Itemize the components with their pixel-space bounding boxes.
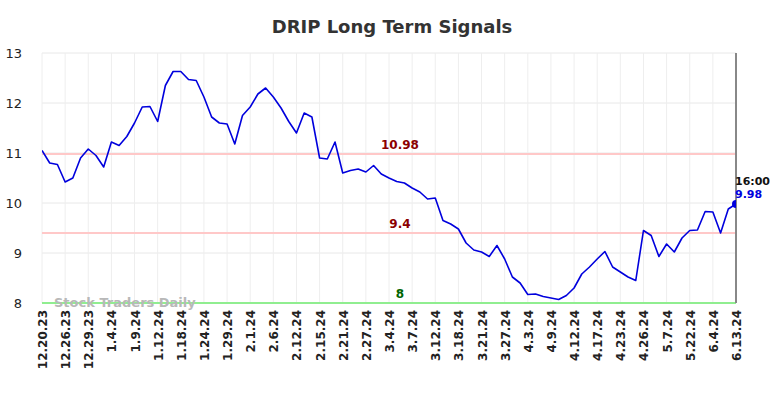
signal-label: 8 bbox=[396, 287, 404, 301]
x-tick-label: 2.27.24 bbox=[360, 310, 374, 361]
x-tick-label: 1.4.24 bbox=[105, 310, 119, 353]
x-tick-label: 5.7.24 bbox=[661, 310, 675, 353]
last-point bbox=[732, 200, 736, 208]
x-tick-label: 6.13.24 bbox=[730, 310, 744, 361]
grid-line bbox=[157, 53, 158, 303]
grid-line bbox=[620, 53, 621, 303]
signal-line bbox=[42, 232, 736, 234]
x-tick-label: 1.18.24 bbox=[175, 310, 189, 361]
grid-line bbox=[412, 53, 413, 303]
x-tick-label: 4.9.24 bbox=[545, 310, 559, 353]
y-tick-label: 13 bbox=[5, 46, 22, 61]
grid-line bbox=[227, 53, 228, 303]
x-tick-label: 4.12.24 bbox=[568, 310, 582, 361]
chart: DRIP Long Term Signals 8 9 10 11 12 13 12.20.23… bbox=[0, 0, 784, 398]
last-time: 16:00 bbox=[735, 175, 770, 188]
grid-line bbox=[250, 53, 251, 303]
grid-line bbox=[111, 53, 112, 303]
signal-label: 9.4 bbox=[389, 217, 410, 231]
grid-line bbox=[550, 53, 551, 303]
x-tick-label: 3.21.24 bbox=[476, 310, 490, 361]
x-tick-label: 3.27.24 bbox=[499, 310, 513, 361]
x-tick-label: 3.18.24 bbox=[452, 310, 466, 361]
x-tick-label: 12.29.23 bbox=[82, 310, 96, 369]
title: DRIP Long Term Signals bbox=[272, 16, 513, 37]
grid-line bbox=[527, 53, 528, 303]
signal-line bbox=[42, 153, 736, 155]
y-tick-label: 11 bbox=[5, 146, 22, 161]
x-tick-label: 4.17.24 bbox=[591, 310, 605, 361]
y-tick-label: 12 bbox=[5, 96, 22, 111]
x-tick-label: 4.26.24 bbox=[637, 310, 651, 361]
grid-line bbox=[42, 53, 43, 303]
x-tick-label: 1.24.24 bbox=[198, 310, 212, 361]
last-value: 9.98 bbox=[735, 188, 762, 201]
x-tick-label: 5.22.24 bbox=[684, 310, 698, 361]
x-tick-label: 1.12.24 bbox=[152, 310, 166, 361]
grid-line bbox=[319, 53, 320, 303]
y-tick-label: 10 bbox=[5, 196, 22, 211]
x-tick-label: 2.12.24 bbox=[290, 310, 304, 361]
grid-line bbox=[689, 53, 690, 303]
grid-line bbox=[597, 53, 598, 303]
plot-area bbox=[42, 72, 736, 300]
grid-line bbox=[342, 53, 343, 303]
signal-label: 10.98 bbox=[381, 138, 419, 152]
x-tick-label: 2.15.24 bbox=[314, 310, 328, 361]
grid-line bbox=[134, 53, 135, 303]
x-tick-label: 2.6.24 bbox=[267, 310, 281, 353]
grid-line bbox=[203, 53, 204, 303]
x-tick-label: 3.12.24 bbox=[429, 310, 443, 361]
x-tick-label: 2.1.24 bbox=[244, 310, 258, 353]
grid-line bbox=[88, 53, 89, 303]
x-tick-label: 12.26.23 bbox=[59, 310, 73, 369]
grid-line bbox=[712, 53, 713, 303]
x-tick-label: 12.20.23 bbox=[36, 310, 50, 369]
price-line bbox=[42, 72, 736, 300]
x-tick-label: 1.29.24 bbox=[221, 310, 235, 361]
x-tick-label: 4.23.24 bbox=[614, 310, 628, 361]
grid-line bbox=[365, 53, 366, 303]
grid-line bbox=[481, 53, 482, 303]
y-tick-label: 9 bbox=[14, 246, 22, 261]
grid-line bbox=[574, 53, 575, 303]
grid-line bbox=[666, 53, 667, 303]
grid-line bbox=[643, 53, 644, 303]
grid-line bbox=[296, 53, 297, 303]
x-tick-label: 6.4.24 bbox=[707, 310, 721, 353]
grid-line bbox=[180, 53, 181, 303]
x-tick-label: 3.7.24 bbox=[406, 310, 420, 353]
grid-line bbox=[504, 53, 505, 303]
grid-line bbox=[65, 53, 66, 303]
grid-line bbox=[458, 53, 459, 303]
x-tick-label: 1.9.24 bbox=[129, 310, 143, 353]
grid-line bbox=[273, 53, 274, 303]
x-tick-label: 3.4.24 bbox=[383, 310, 397, 353]
watermark: Stock Traders Daily bbox=[54, 295, 196, 310]
grid-line bbox=[435, 53, 436, 303]
x-tick-label: 4.3.24 bbox=[522, 310, 536, 353]
x-tick-label: 2.21.24 bbox=[337, 310, 351, 361]
y-tick-label: 8 bbox=[14, 296, 22, 311]
